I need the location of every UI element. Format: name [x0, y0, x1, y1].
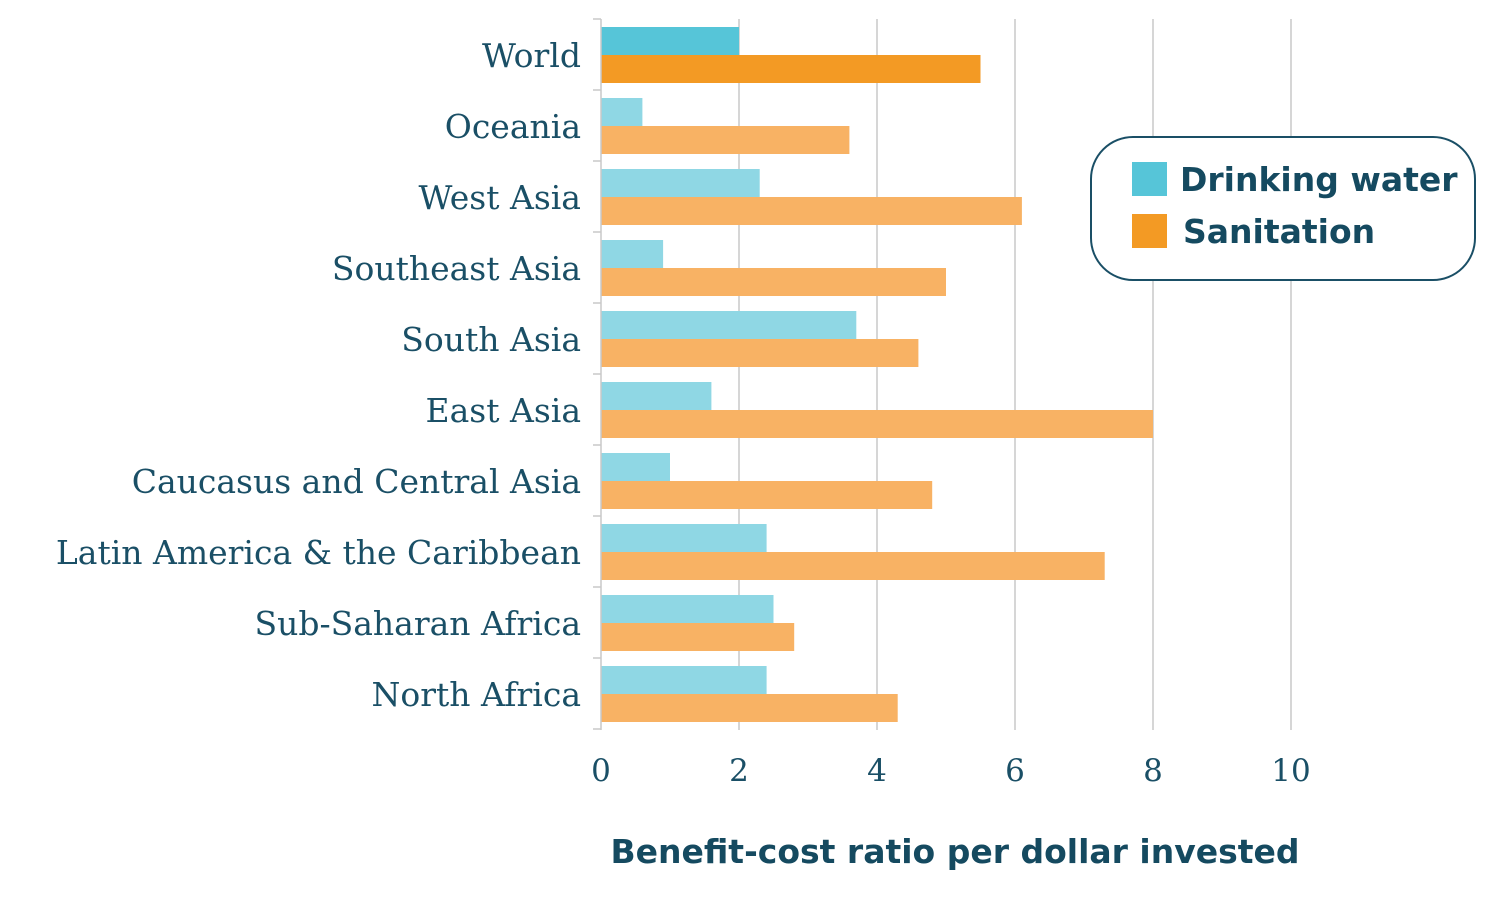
category-label-north-africa: North Africa [372, 675, 581, 714]
x-tick-label-4: 4 [867, 753, 887, 789]
x-tick-label-8: 8 [1143, 753, 1163, 789]
bar-sanitation-southeast-asia [601, 268, 946, 296]
bar-sanitation-north-africa [601, 694, 898, 722]
legend-label-sanitation: Sanitation [1183, 212, 1375, 251]
legend-swatch-drinking-water [1132, 162, 1167, 196]
grid-layer [738, 19, 1292, 730]
x-axis-title: Benefit-cost ratio per dollar invested [610, 832, 1299, 871]
category-label-oceania: Oceania [445, 107, 581, 146]
bar-drinking-water-west-asia [601, 169, 760, 197]
bar-sanitation-oceania [601, 126, 850, 154]
x-tick-label-0: 0 [591, 753, 611, 789]
bar-drinking-water-south-asia [601, 311, 857, 339]
bar-drinking-water-southeast-asia [601, 240, 664, 268]
bar-drinking-water-oceania [601, 98, 643, 126]
bar-sanitation-sub-saharan-africa [601, 623, 795, 651]
category-label-latin-america-and-the-caribbean: Latin America & the Caribbean [56, 533, 581, 572]
bar-drinking-water-latin-america-and-the-caribbean [601, 524, 767, 552]
category-label-southeast-asia: Southeast Asia [332, 249, 581, 288]
axis-layer [593, 18, 602, 730]
x-tick-label-6: 6 [1005, 753, 1025, 789]
category-label-world: World [482, 36, 581, 75]
x-tick-label-10: 10 [1271, 753, 1310, 789]
bar-sanitation-east-asia [601, 410, 1153, 438]
category-label-east-asia: East Asia [426, 391, 581, 430]
category-label-south-asia: South Asia [401, 320, 581, 359]
tick-labels: 0 2 4 6 8 10 [591, 753, 1311, 789]
bar-drinking-water-caucasus-and-central-asia [601, 453, 670, 481]
bar-drinking-water-east-asia [601, 382, 712, 410]
bars-layer [601, 27, 1153, 722]
bar-drinking-water-north-africa [601, 666, 767, 694]
bar-drinking-water-world [601, 27, 739, 55]
category-label-sub-saharan-africa: Sub-Saharan Africa [255, 604, 582, 643]
bar-drinking-water-sub-saharan-africa [601, 595, 774, 623]
bar-sanitation-caucasus-and-central-asia [601, 481, 933, 509]
bar-sanitation-west-asia [601, 197, 1022, 225]
bar-sanitation-world [601, 55, 981, 83]
legend-label-drinking-water: Drinking water [1180, 160, 1458, 199]
category-label-west-asia: West Asia [419, 178, 581, 217]
category-label-caucasus-and-central-asia: Caucasus and Central Asia [132, 462, 581, 501]
bar-sanitation-south-asia [601, 339, 919, 367]
x-tick-label-2: 2 [729, 753, 749, 789]
category-labels: World Oceania West Asia Southeast Asia South… [56, 36, 581, 714]
legend-box [1090, 136, 1476, 281]
legend-swatch-sanitation [1132, 214, 1167, 248]
bar-sanitation-latin-america-and-the-caribbean [601, 552, 1105, 580]
legend: Drinking water Sanitation [1090, 136, 1476, 281]
